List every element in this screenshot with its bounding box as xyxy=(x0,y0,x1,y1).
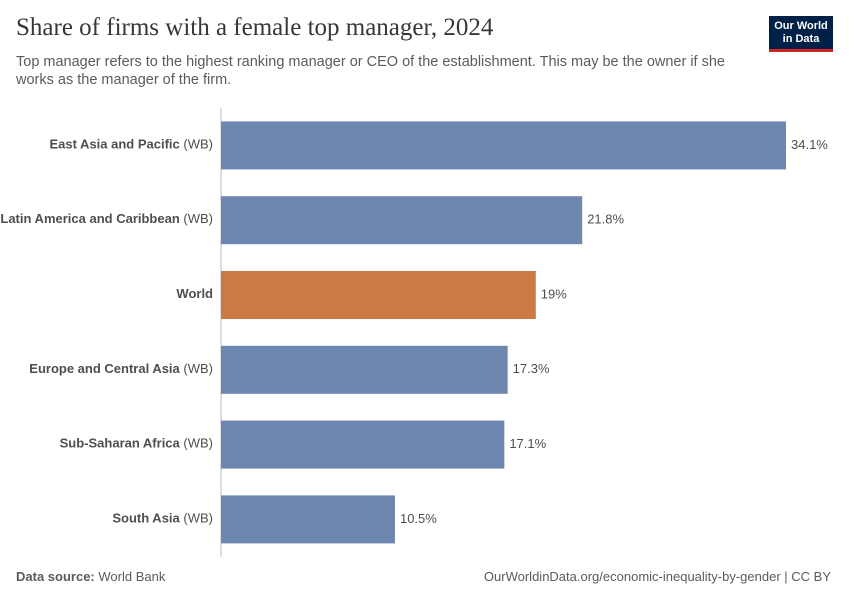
category-label: Sub-Saharan Africa (WB) xyxy=(60,436,213,451)
category-suffix: (WB) xyxy=(180,511,213,526)
category-name: Sub-Saharan Africa xyxy=(60,436,181,451)
category-label: Latin America and Caribbean (WB) xyxy=(0,212,213,227)
chart-title: Share of firms with a female top manager… xyxy=(16,14,494,41)
value-label: 10.5% xyxy=(400,511,437,526)
logo-line: Our World xyxy=(774,20,828,32)
value-label: 19% xyxy=(541,286,567,301)
category-name: World xyxy=(176,286,213,301)
category-suffix: (WB) xyxy=(180,436,213,451)
source-label: Data source: xyxy=(16,569,95,584)
category-label: World xyxy=(176,286,213,301)
value-label: 21.8% xyxy=(587,212,624,227)
category-name: Latin America and Caribbean xyxy=(0,212,179,227)
chart: East Asia and Pacific (WB) 34.1% Latin Ame… xyxy=(0,108,828,557)
category-suffix: (WB) xyxy=(180,137,213,152)
category-suffix: (WB) xyxy=(180,212,213,227)
value-label: 34.1% xyxy=(791,137,828,152)
logo[interactable]: Our World in Data xyxy=(769,16,833,52)
bar xyxy=(221,121,786,170)
category-name: South Asia xyxy=(112,511,180,526)
source: Data source: World Bank xyxy=(16,569,165,584)
value-label: 17.3% xyxy=(513,361,550,376)
source-name: World Bank xyxy=(98,569,166,584)
bar xyxy=(221,420,505,469)
category-label: East Asia and Pacific (WB) xyxy=(49,137,213,152)
category-label: South Asia (WB) xyxy=(112,511,213,526)
bar xyxy=(221,495,395,544)
bar xyxy=(221,271,536,319)
logo-line: in Data xyxy=(782,33,820,45)
value-label: 17.1% xyxy=(509,436,546,451)
bar xyxy=(221,345,508,394)
bar xyxy=(221,196,583,245)
category-name: East Asia and Pacific xyxy=(49,137,179,152)
chart-subtitle: Top manager refers to the highest rankin… xyxy=(16,54,725,88)
category-label: Europe and Central Asia (WB) xyxy=(29,361,213,376)
footer-link[interactable]: OurWorldinData.org/economic-inequality-b… xyxy=(483,569,831,584)
category-suffix: (WB) xyxy=(180,361,213,376)
category-name: Europe and Central Asia xyxy=(29,361,180,376)
